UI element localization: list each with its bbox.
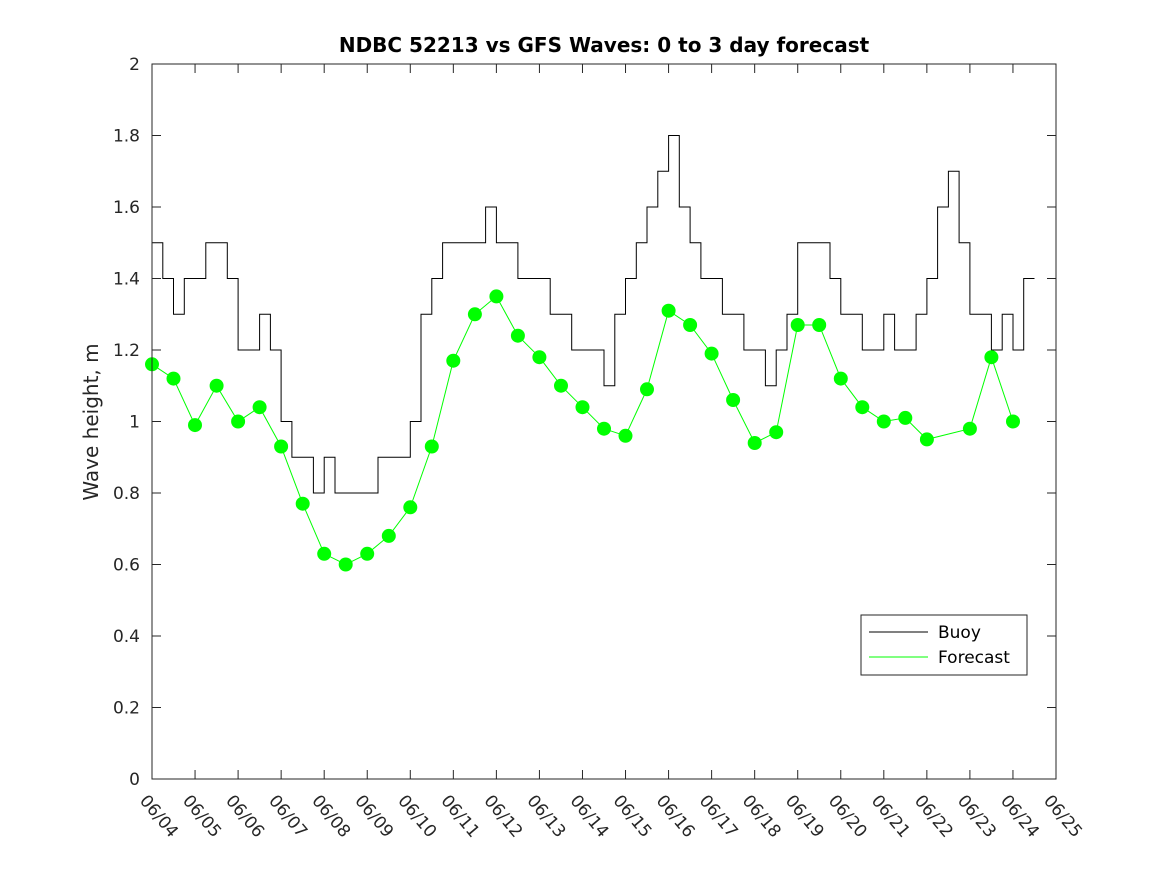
y-tick-label: 0.2 [113, 699, 140, 719]
forecast-point [317, 546, 332, 561]
forecast-point [984, 350, 999, 365]
forecast-point [919, 432, 934, 447]
forecast-point [424, 439, 439, 454]
y-tick-label: 1.6 [113, 198, 140, 218]
forecast-point [554, 378, 568, 393]
forecast-point [467, 307, 482, 322]
forecast-point [274, 439, 289, 454]
legend-label-forecast: Forecast [938, 648, 1010, 668]
forecast-point [640, 382, 654, 397]
y-tick-label: 1.2 [113, 341, 140, 361]
y-axis-label: Wave height, m [79, 343, 103, 500]
forecast-point [252, 400, 267, 415]
forecast-point [769, 425, 784, 440]
forecast-line [151, 295, 1014, 566]
legend-box [860, 614, 1028, 676]
y-tick-label: 1.4 [113, 270, 140, 290]
forecast-point [618, 428, 633, 443]
forecast-point [166, 371, 181, 386]
forecast-point [812, 318, 827, 332]
legend-label-buoy: Buoy [938, 623, 981, 643]
y-tick-label: 0.4 [113, 627, 140, 647]
y-tick-label: 0.8 [113, 484, 140, 504]
y-tick-label: 0 [129, 770, 140, 790]
y-tick-label: 0.6 [113, 556, 140, 576]
forecast-point [876, 414, 891, 429]
forecast-point [446, 353, 461, 368]
forecast-point [510, 328, 525, 343]
forecast-point [231, 414, 246, 429]
buoy-series [152, 135, 1035, 494]
forecast-series [145, 289, 1020, 572]
y-tick-label: 1 [129, 413, 140, 433]
forecast-point [209, 378, 224, 393]
forecast-point [962, 421, 977, 436]
forecast-point [1006, 414, 1020, 429]
forecast-point [726, 393, 741, 407]
forecast-point [683, 318, 698, 332]
chart-title: NDBC 52213 vs GFS Waves: 0 to 3 day fore… [339, 33, 870, 57]
forecast-point [898, 410, 913, 425]
forecast-point [403, 500, 418, 515]
forecast-point [833, 371, 848, 386]
forecast-point [338, 557, 353, 572]
buoy-line [152, 135, 1035, 494]
forecast-point [747, 436, 762, 450]
forecast-point [704, 346, 719, 361]
forecast-point [489, 289, 504, 304]
forecast-point [790, 318, 805, 332]
forecast-point [661, 303, 676, 318]
forecast-point [532, 350, 547, 365]
forecast-point [855, 400, 870, 415]
y-tick-label: 2 [129, 55, 140, 75]
forecast-point [381, 528, 396, 543]
forecast-point [575, 400, 590, 415]
y-tick-label: 1.8 [113, 127, 140, 147]
forecast-point [188, 418, 202, 433]
forecast-point [295, 496, 310, 511]
forecast-point [597, 421, 611, 436]
legend: Buoy Forecast [860, 614, 1028, 676]
forecast-point [360, 546, 375, 561]
